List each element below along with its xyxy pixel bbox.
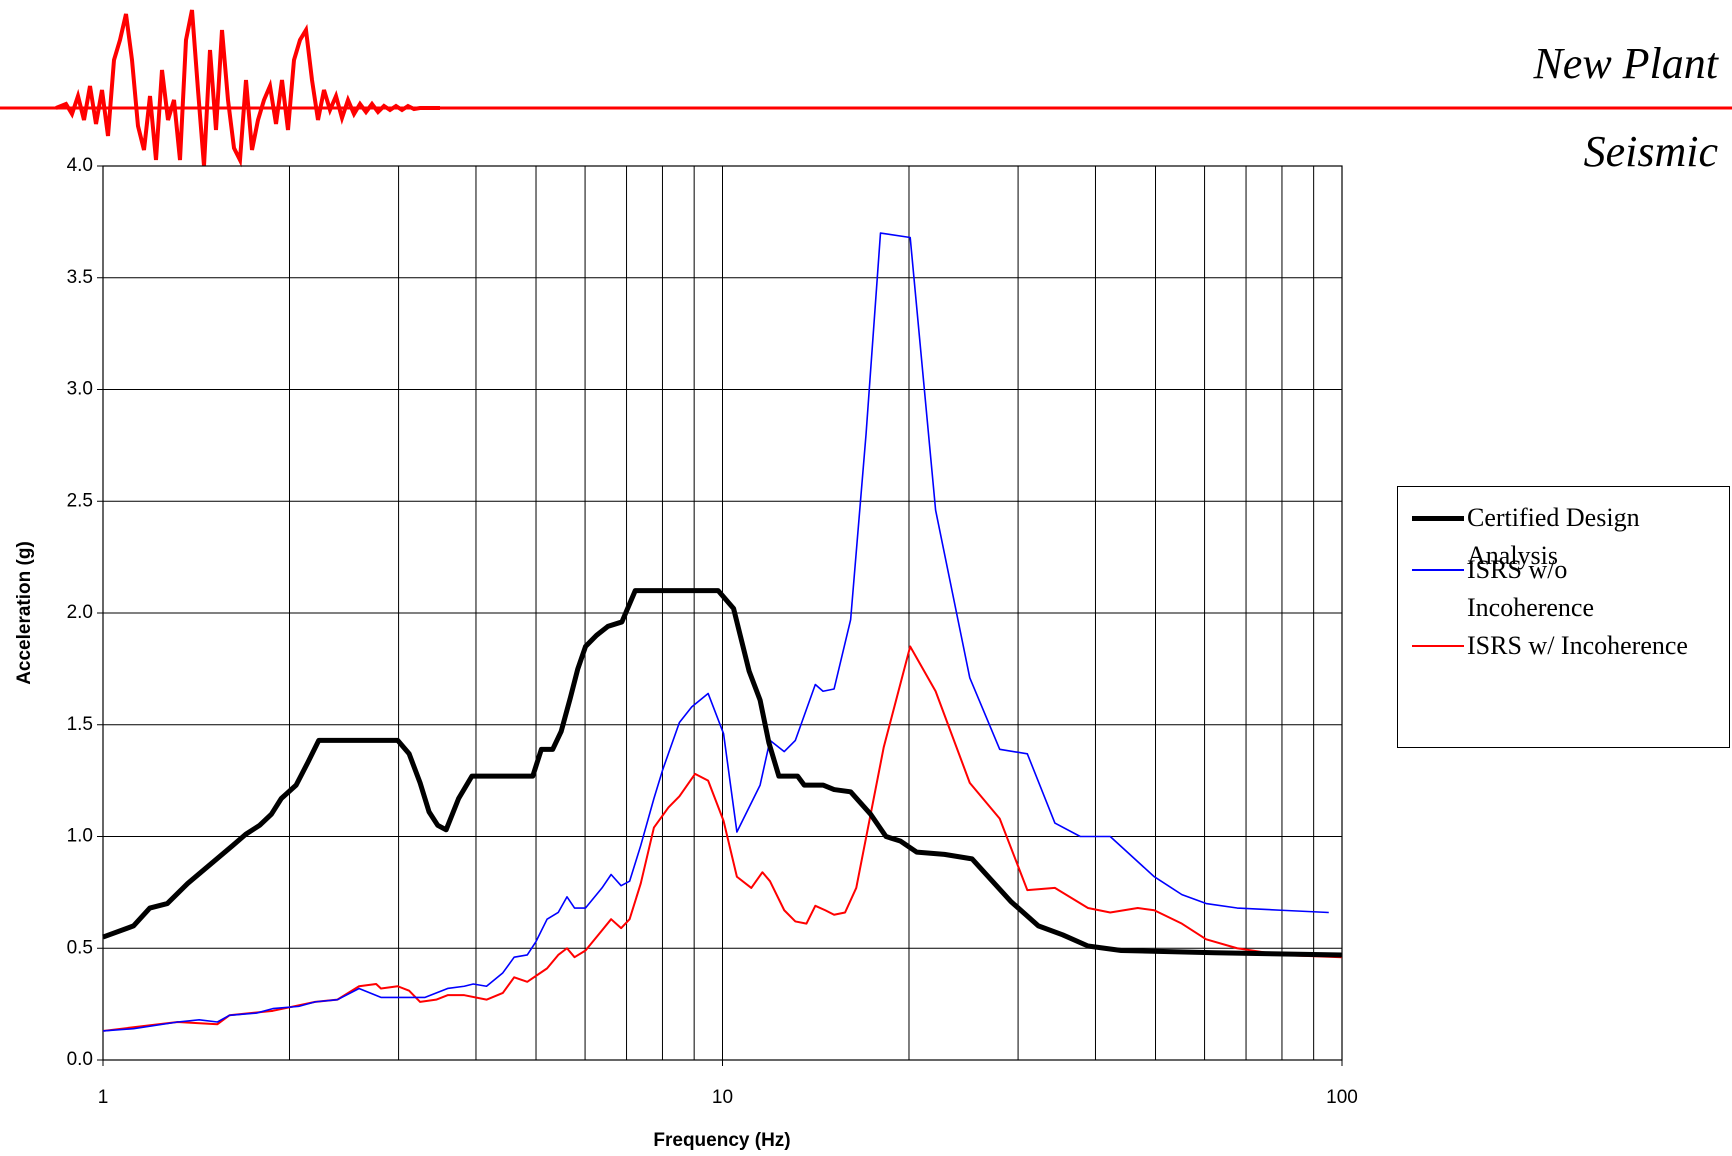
series-line: [102, 588, 1343, 958]
y-tick-label: 4.0: [67, 155, 93, 176]
x-axis-title: Frequency (Hz): [653, 1130, 790, 1151]
header-line1: New Plant: [1532, 39, 1719, 88]
y-axis-title: Acceleration (g): [14, 541, 35, 685]
y-tick-label: 1.0: [67, 826, 93, 847]
x-tick-label: 1: [98, 1087, 109, 1108]
legend-label: ISRS w/ Incoherence: [1467, 631, 1688, 660]
x-tick-label: 100: [1326, 1087, 1358, 1108]
y-tick-label: 3.0: [67, 379, 93, 400]
y-tick-label: 2.0: [67, 602, 93, 623]
legend-swatch: [1412, 645, 1464, 647]
plot-frame: [102, 165, 1343, 1061]
seismogram-logo: [55, 9, 440, 168]
legend: Certified Design Analysis ISRS w/o Incohe…: [1397, 486, 1730, 748]
y-tick-label: 0.5: [67, 937, 93, 958]
y-tick-label: 0.0: [67, 1049, 93, 1070]
x-tick-label: 10: [712, 1087, 733, 1108]
header-line2: Seismic: [1584, 127, 1719, 176]
series-line: [102, 645, 1343, 1032]
legend-label: ISRS w/o Incoherence: [1467, 555, 1595, 622]
y-tick-label: 3.5: [67, 267, 93, 288]
series-line: [102, 232, 1329, 1032]
y-tick-label: 1.5: [67, 714, 93, 735]
legend-label: Certified Design Analysis: [1467, 503, 1640, 570]
legend-swatch: [1412, 569, 1464, 571]
y-tick-label: 2.5: [67, 490, 93, 511]
legend-swatch: [1412, 515, 1464, 521]
